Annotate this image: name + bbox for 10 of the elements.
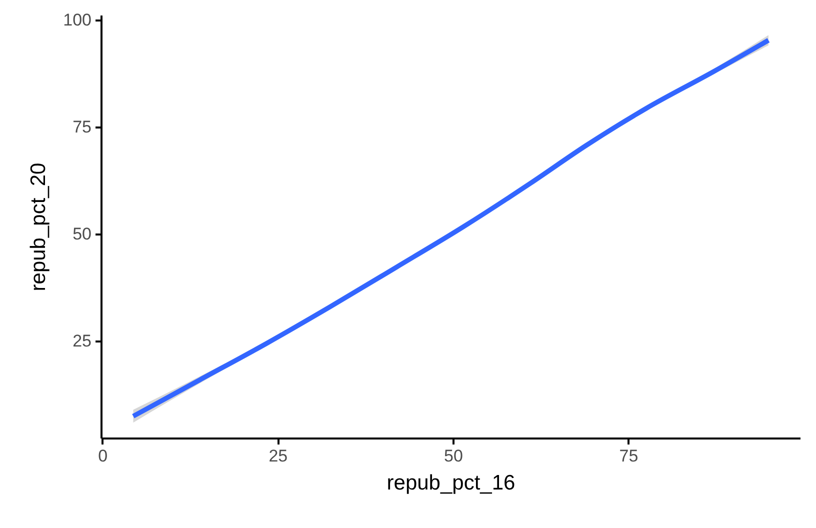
x-tick-label: 75 xyxy=(619,446,638,466)
x-axis-title: repub_pct_16 xyxy=(386,472,516,494)
y-tick-label: 50 xyxy=(72,224,92,244)
y-tick-label: 100 xyxy=(63,10,92,30)
x-tick-label: 25 xyxy=(268,446,288,466)
y-axis-title: repub_pct_20 xyxy=(27,162,50,292)
x-tick-label: 50 xyxy=(444,446,463,466)
y-tick-label: 75 xyxy=(72,118,92,137)
y-tick-label: 25 xyxy=(72,331,92,350)
x-tick-label: 0 xyxy=(98,446,108,466)
